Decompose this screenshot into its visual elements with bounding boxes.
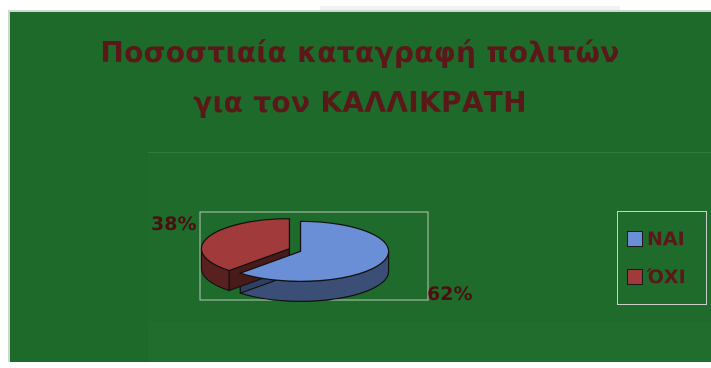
legend-label-oxi: ΌΧΙ [647,266,686,288]
legend-item-oxi: ΌΧΙ [627,266,686,288]
legend-swatch-nai [627,231,643,247]
chart-title-line-1: Ποσοστιαία καταγραφή πολιτών [100,36,620,69]
pie-slice-oxi [200,218,291,272]
plot-area-bottom [148,322,711,362]
pie-slice-nai [238,220,390,282]
legend-swatch-oxi [627,269,643,285]
data-label-oxi: 38% [151,213,197,235]
legend-label-nai: ΝΑΙ [647,228,685,250]
legend: ΝΑΙ ΌΧΙ [617,211,707,305]
data-label-nai: 62% [427,283,473,305]
legend-item-nai: ΝΑΙ [627,228,685,250]
top-gap [320,6,620,10]
chart-title-line-2: για τον ΚΑΛΛΙΚΡΑΤΗ [193,86,527,119]
